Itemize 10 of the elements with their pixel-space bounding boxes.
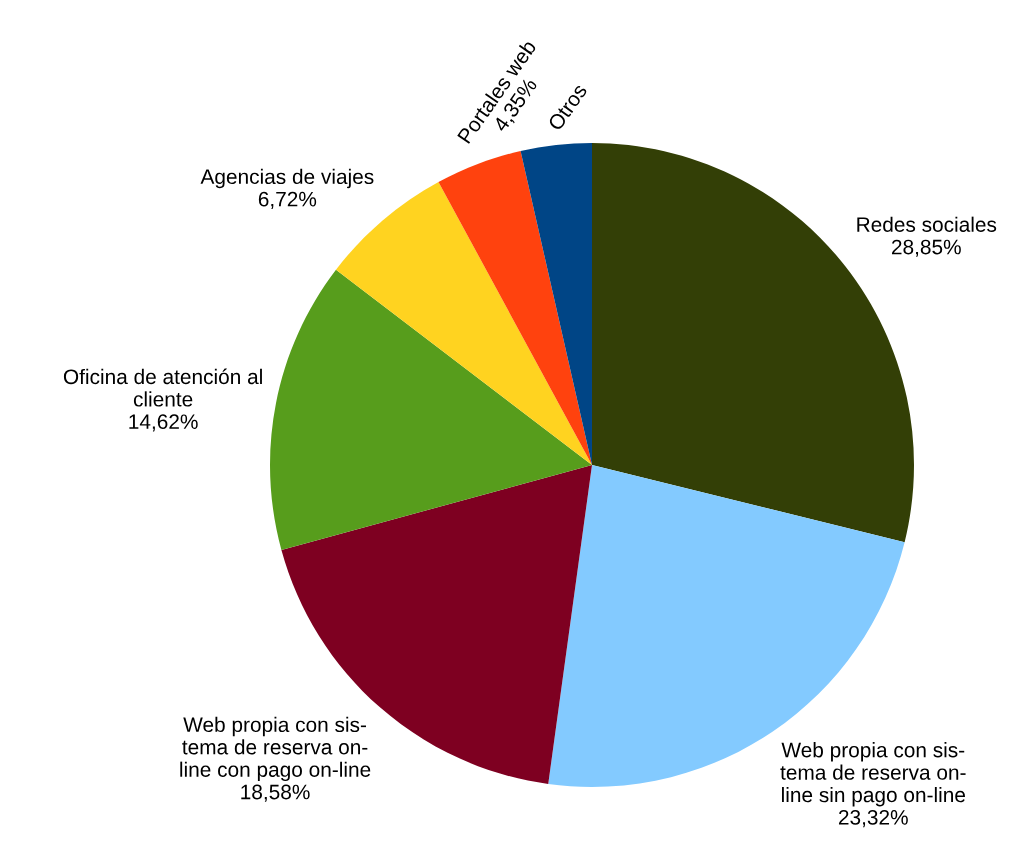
data-label: 18,58% bbox=[241, 784, 310, 802]
data-label: 23,32% bbox=[838, 809, 908, 828]
slice-label: Web propia con sis- tema de reserva on- line con pago on-line bbox=[180, 716, 371, 782]
slice-label: Oficina de atención al cliente bbox=[63, 368, 262, 407]
data-label: 14,62% bbox=[129, 414, 198, 432]
slice-label: Web propia con sis- tema de reserva on- line sin pago on-line bbox=[780, 742, 966, 807]
data-label: 6,72% bbox=[258, 191, 317, 209]
data-label: 28,85% bbox=[891, 239, 961, 257]
slice-label: Redes sociales bbox=[857, 216, 997, 232]
slice-label: Agencias de viajes bbox=[200, 168, 374, 189]
